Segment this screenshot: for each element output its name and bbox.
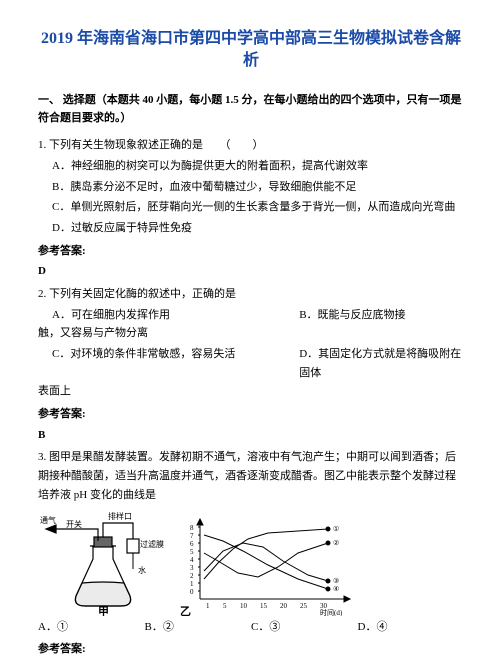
svg-text:8: 8	[190, 524, 194, 532]
svg-text:4: 4	[190, 556, 194, 564]
q2-option-b: B．既能与反应底物接	[299, 306, 464, 325]
svg-text:②: ②	[333, 539, 339, 547]
svg-text:7: 7	[190, 532, 194, 540]
svg-text:6: 6	[190, 540, 194, 548]
svg-text:1: 1	[206, 602, 210, 610]
q2-option-c: C．对环境的条件非常敏感，容易失活	[38, 345, 299, 382]
caption-jia: 甲	[98, 605, 109, 616]
svg-text:1: 1	[190, 580, 194, 588]
q1-option-d: D．过敏反应属于特异性免疫	[38, 219, 464, 238]
q1-option-c: C．单侧光照射后，胚芽鞘向光一侧的生长素含量多于背光一侧，从而造成向光弯曲	[38, 198, 464, 217]
q3-stem: 3. 图甲是果醋发酵装置。发酵初期不通气，溶液中有气泡产生；中期可以闻到酒香；后…	[38, 448, 464, 504]
answer-1: D	[38, 262, 464, 281]
label-port: 排样口	[108, 511, 132, 521]
q3-option-d: D．④	[358, 618, 465, 637]
xlabel: 时间(d)	[320, 608, 343, 616]
label-switch: 开关	[66, 519, 82, 529]
svg-text:15: 15	[260, 602, 268, 610]
page-title: 2019 年海南省海口市第四中学高中部高三生物模拟试卷含解析	[38, 28, 464, 73]
answer-label-2: 参考答案:	[38, 405, 464, 424]
svg-text:④: ④	[333, 585, 339, 593]
svg-text:2: 2	[190, 572, 194, 580]
q3-option-c: C．③	[251, 618, 358, 637]
q2-option-d: D．其固定化方式就是将酶吸附在固体	[299, 345, 464, 382]
q2-option-d-cont: 表面上	[38, 382, 464, 401]
label-filter: 过滤膜	[140, 539, 164, 549]
q3-option-b: B．②	[145, 618, 252, 637]
figure-jia: 通气 开关 排样口 过滤膜 水 甲	[38, 511, 168, 616]
q2-option-a: A．可在细胞内发挥作用	[38, 306, 299, 325]
svg-text:①: ①	[333, 525, 339, 533]
figure-yi: 012 345 678 1510 152025 30 ①② ③④ 时间(d) 乙	[178, 511, 358, 616]
q1-stem: 1. 下列有关生物现象叙述正确的是 （ ）	[38, 136, 464, 155]
svg-text:25: 25	[300, 602, 308, 610]
svg-text:10: 10	[240, 602, 248, 610]
svg-text:0: 0	[190, 588, 194, 596]
answer-label-3: 参考答案:	[38, 640, 464, 659]
q3-option-a: A．①	[38, 618, 145, 637]
answer-2: B	[38, 426, 464, 445]
svg-text:20: 20	[280, 602, 288, 610]
label-water: 水	[138, 565, 146, 575]
q1-option-a: A．神经细胞的树突可以为酶提供更大的附着面积，提高代谢效率	[38, 157, 464, 176]
svg-text:5: 5	[190, 548, 194, 556]
answer-label-1: 参考答案:	[38, 242, 464, 261]
q2-option-b-cont: 触，又容易与产物分离	[38, 324, 464, 343]
caption-yi: 乙	[180, 605, 191, 616]
svg-text:3: 3	[190, 564, 194, 572]
q3-options: A．① B．② C．③ D．④	[38, 618, 464, 637]
q1-option-b: B．胰岛素分泌不足时，血液中葡萄糖过少，导致细胞供能不足	[38, 178, 464, 197]
section-header: 一、 选择题（本题共 40 小题，每小题 1.5 分，在每小题给出的四个选项中，…	[38, 91, 464, 128]
q2-stem: 2. 下列有关固定化酶的叙述中，正确的是	[38, 285, 464, 304]
label-valve: 通气	[40, 515, 56, 525]
svg-text:5: 5	[223, 602, 227, 610]
svg-text:③: ③	[333, 577, 339, 585]
